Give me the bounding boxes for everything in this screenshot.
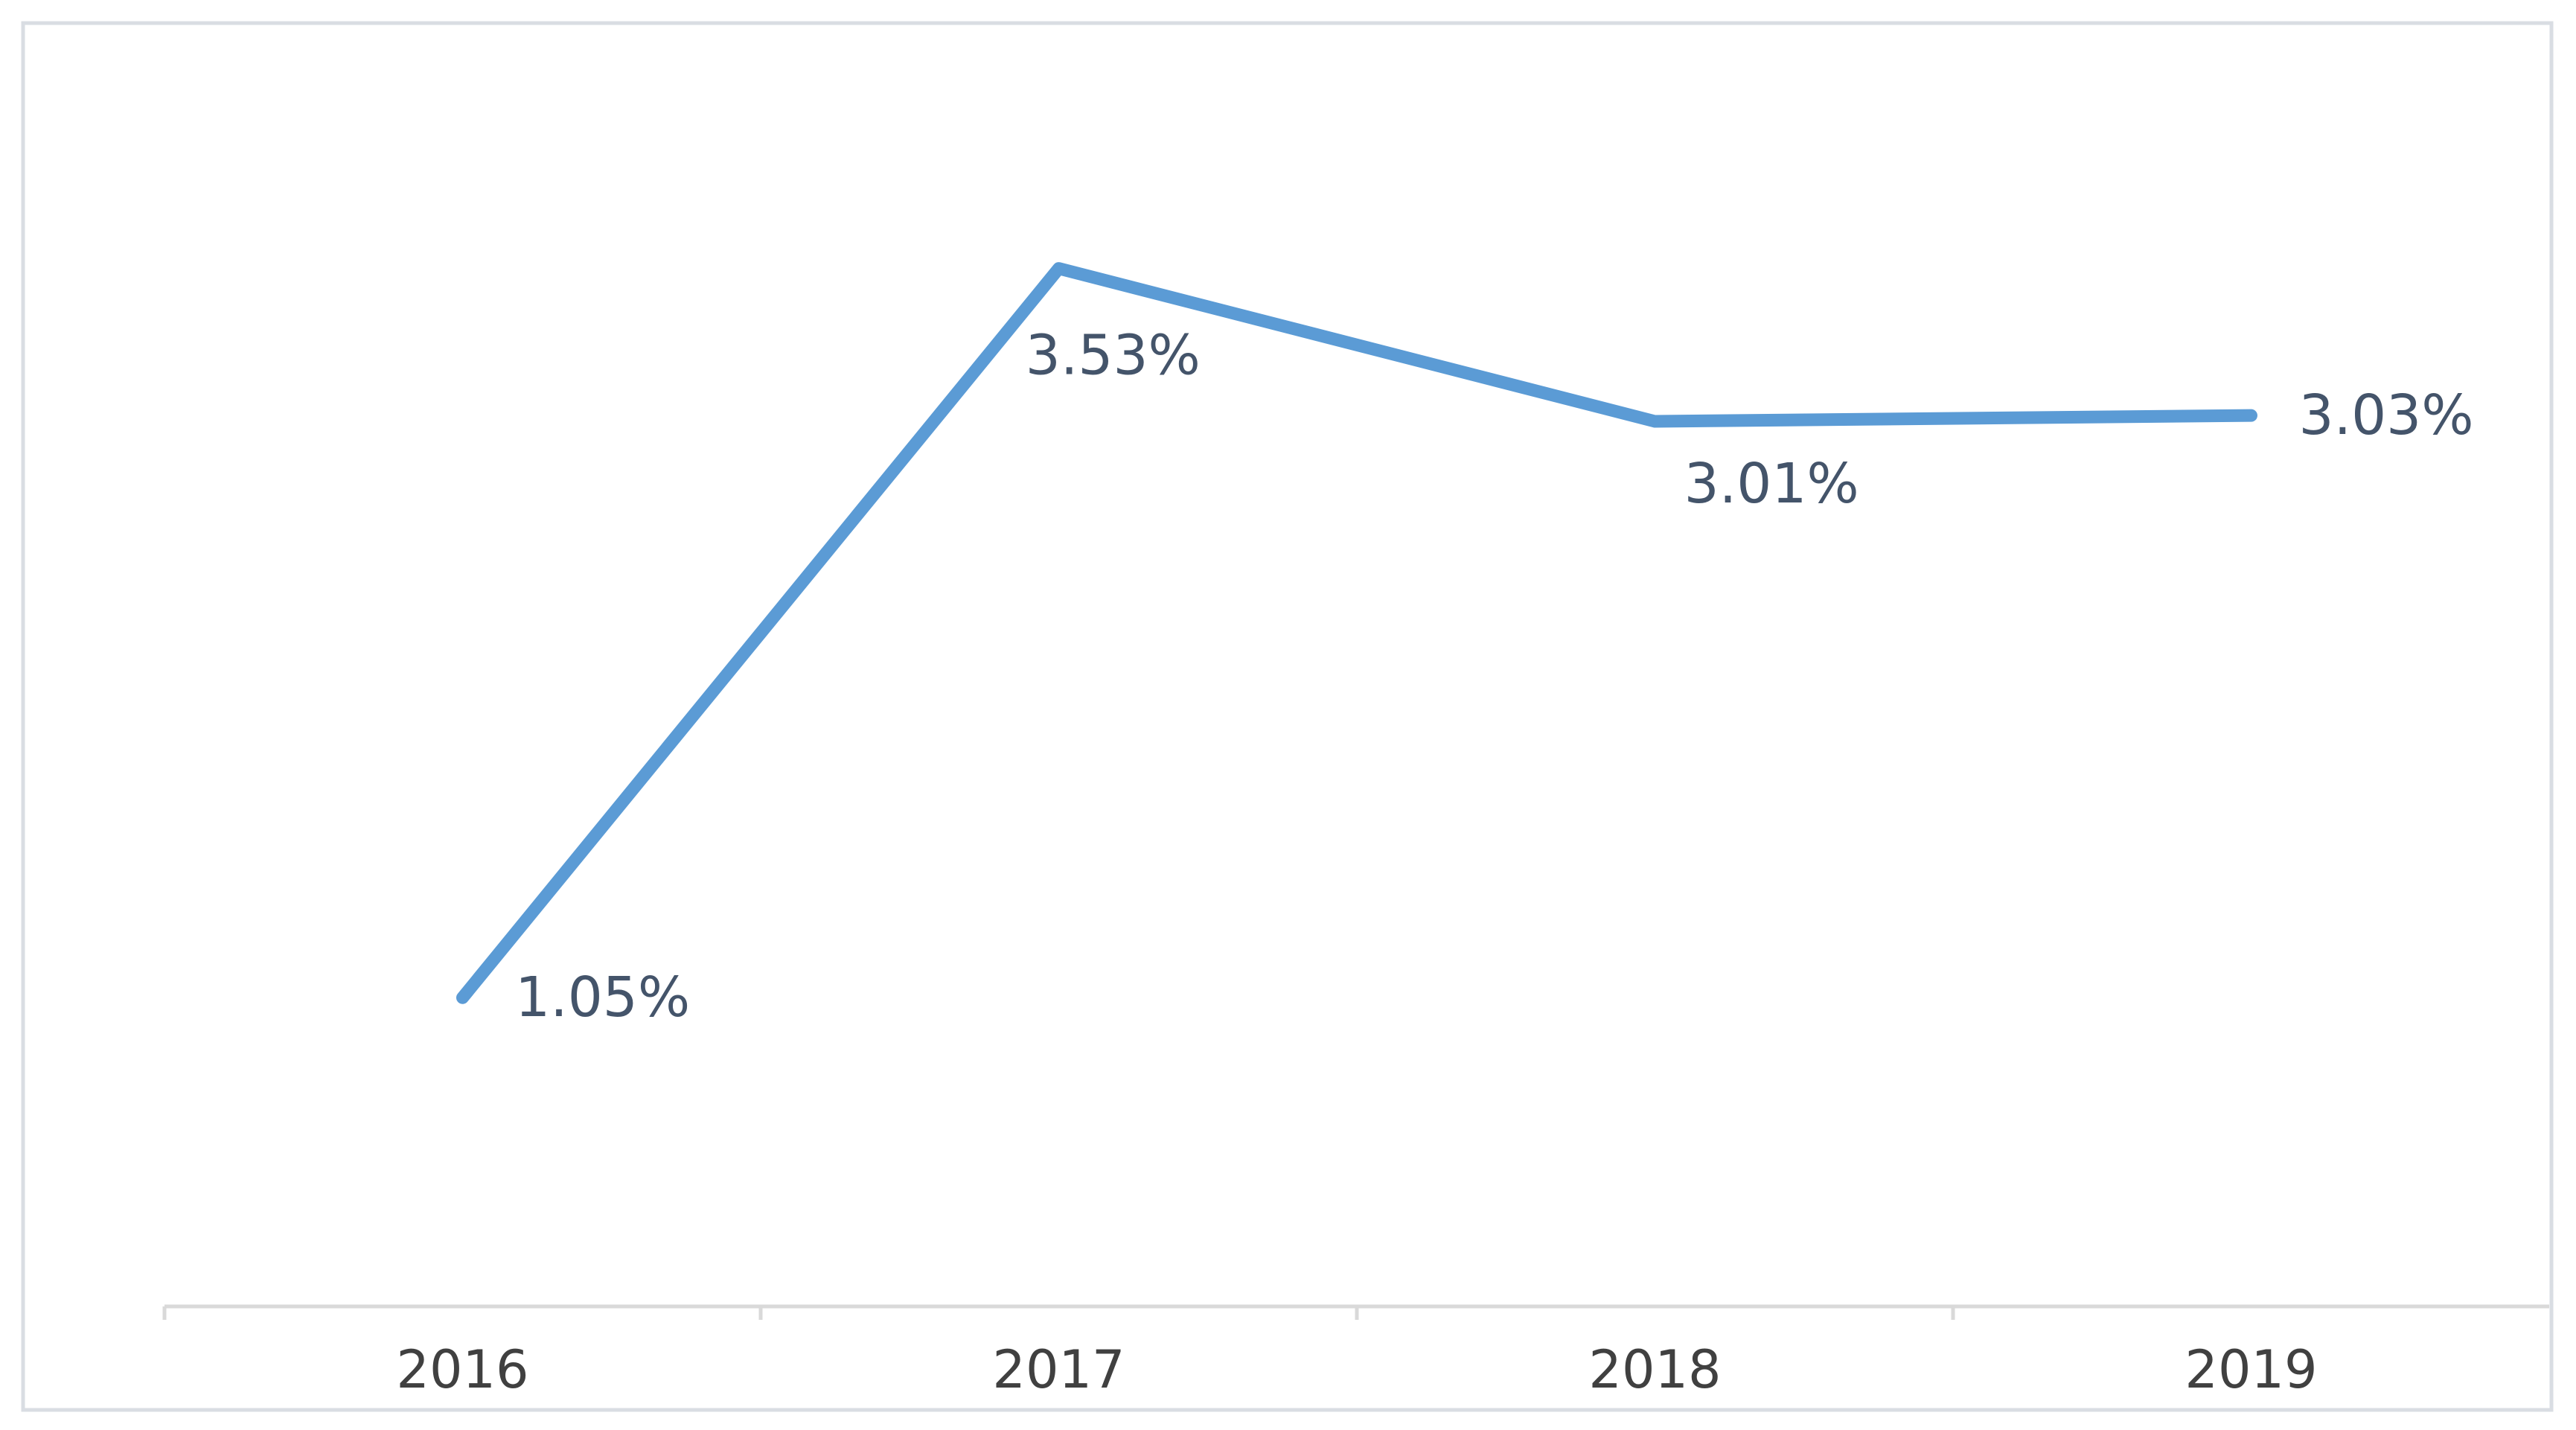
line-series <box>456 262 2257 1004</box>
data-label: 1.05% <box>515 965 690 1030</box>
data-label: 3.53% <box>1026 324 1201 388</box>
x-tick-label: 2016 <box>396 1339 528 1400</box>
x-tick-label: 2019 <box>2185 1339 2317 1400</box>
data-label: 3.01% <box>1684 452 1859 516</box>
x-tick-label: 2018 <box>1588 1339 1721 1400</box>
data-label: 3.03% <box>2299 383 2474 447</box>
x-tick-label: 2017 <box>992 1339 1125 1400</box>
chart-frame <box>21 21 2554 1412</box>
